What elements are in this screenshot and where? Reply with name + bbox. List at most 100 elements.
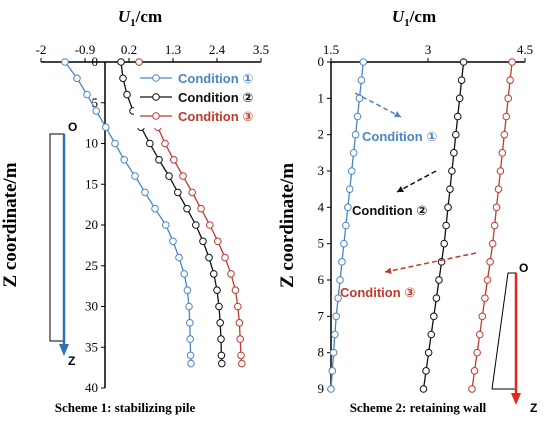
annotation-2: Condition ② [352,170,437,218]
y-tick-label: 5 [92,95,99,110]
data-point [332,312,340,321]
data-point [331,330,339,339]
data-point [141,188,149,197]
x-axis-title-var: U [118,7,131,26]
annotation-label: Condition ③ [340,285,415,300]
data-point [424,348,433,357]
data-point [210,270,218,278]
data-point [481,294,489,302]
annotation-arrow [396,170,437,193]
marker-label-top: O [519,261,528,275]
chart-1: -2 -0.9 0.2 1.3 2.4 3.5 0 5 10 15 20 25 30 35 40 U1/cm Z… [0,7,269,415]
data-point [187,359,195,368]
data-point [151,204,159,213]
data-point [430,312,438,321]
data-point [340,239,348,248]
data-point [119,74,127,83]
y-tick-label: 1 [318,90,325,105]
data-point [146,139,154,148]
data-point [205,253,213,262]
y-tick-label: 20 [85,217,98,232]
data-point [227,270,235,278]
data-point [237,351,245,360]
y-tick-label: 5 [318,236,325,251]
data-point [334,294,342,302]
annotation-3: Condition ③ [340,252,477,300]
annotation-arrow [354,92,402,118]
orientation-marker: OZ [491,261,537,415]
y-tick-label: 4 [318,199,325,214]
x-axis-title-sub: 1 [130,17,136,29]
data-point [347,167,356,175]
data-point [345,185,354,193]
data-point [435,276,443,284]
data-point [338,258,346,266]
data-point [131,172,139,180]
x-tick-label: 2.4 [209,42,226,57]
data-point [61,58,69,66]
legend-marker [152,74,160,82]
data-point [206,221,214,229]
chart-caption: Scheme 2: retaining wall [350,400,487,415]
legend-label: Condition ① [178,71,253,86]
data-point [496,167,505,175]
marker-arrowhead [511,393,521,405]
series-1 [327,58,368,393]
data-point [448,167,456,175]
y-axis-title: Z coordinate/m [0,162,21,287]
data-point [470,367,479,375]
data-point [500,130,509,139]
data-point [478,312,487,321]
data-point [327,385,335,393]
data-point [120,156,128,164]
data-point [92,107,100,115]
data-point [197,204,205,213]
y-tick-label: 2 [318,127,325,142]
data-point [231,286,240,295]
data-point [357,76,366,84]
data-point [336,276,344,284]
data-point [502,112,511,121]
data-point [83,90,91,99]
legend-label: Condition ③ [178,109,253,124]
data-point [175,253,183,262]
data-point [221,253,229,262]
data-point [351,130,360,139]
data-point [188,188,196,197]
data-point [123,90,131,99]
data-point [468,385,476,393]
x-axis-title-sub: 1 [404,17,410,29]
y-tick-label: 8 [318,345,325,360]
data-point [494,185,503,193]
data-point [155,156,163,164]
data-point [180,270,188,278]
data-point [236,335,244,343]
data-point [214,237,222,246]
x-tick-label: -0.9 [75,42,96,57]
marker-label-top: O [68,120,77,134]
data-point [349,149,358,157]
data-point [359,58,368,66]
data-point [455,94,464,103]
data-point [444,203,452,212]
data-point [328,367,337,375]
data-point [170,156,178,164]
data-point [498,149,507,157]
data-point [183,204,191,213]
data-point [169,237,177,246]
data-point [450,149,458,157]
data-point [483,276,492,284]
data-point [342,221,350,230]
marker-label-bottom: Z [530,401,537,415]
chart-caption: Scheme 1: stabilizing pile [55,400,196,415]
data-point [488,239,497,248]
annotation-arrowhead [397,186,404,193]
data-point [217,351,226,360]
series-1 [61,58,195,368]
data-point [162,221,170,229]
annotation-arrowhead [394,111,401,118]
data-point [174,188,182,197]
data-point [186,319,194,327]
data-point [446,185,454,193]
